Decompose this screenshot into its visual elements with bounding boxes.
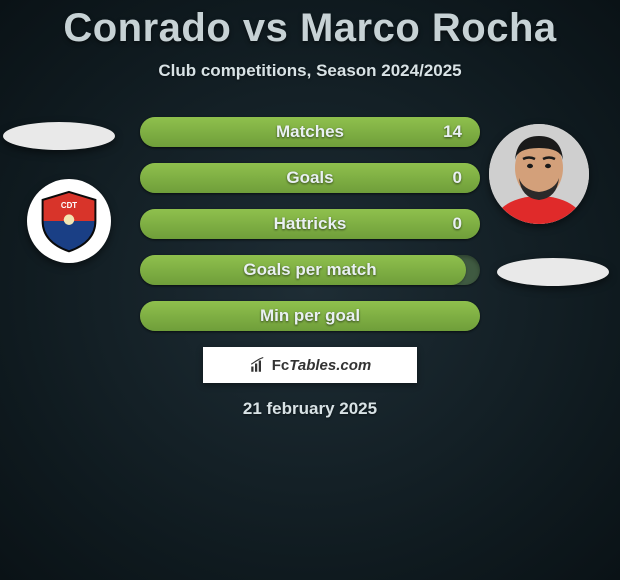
- bar-min-per-goal: Min per goal: [140, 301, 480, 331]
- watermark-prefix: Fc: [272, 357, 290, 374]
- subtitle: Club competitions, Season 2024/2025: [0, 61, 620, 81]
- chart-icon: [249, 356, 267, 374]
- page-title: Conrado vs Marco Rocha: [0, 0, 620, 51]
- club-badge-left: CDT: [27, 179, 111, 263]
- bar-value-right: 14: [443, 117, 462, 147]
- watermark-suffix: Tables.com: [289, 357, 371, 374]
- svg-text:CDT: CDT: [61, 201, 77, 210]
- player-right-avatar: [489, 124, 589, 224]
- bar-label: Goals per match: [140, 255, 480, 285]
- shield-icon: CDT: [36, 188, 102, 254]
- player-right-placeholder: [497, 258, 609, 286]
- bar-matches: Matches 14: [140, 117, 480, 147]
- bar-goals-per-match: Goals per match: [140, 255, 480, 285]
- avatar-icon: [489, 124, 589, 224]
- watermark: FcTables.com: [203, 347, 417, 383]
- bar-label: Goals: [140, 163, 480, 193]
- date-line: 21 february 2025: [0, 399, 620, 419]
- watermark-text: FcTables.com: [272, 357, 372, 374]
- bar-hattricks: Hattricks 0: [140, 209, 480, 239]
- bar-goals: Goals 0: [140, 163, 480, 193]
- bar-value-right: 0: [453, 163, 462, 193]
- bar-label: Matches: [140, 117, 480, 147]
- bar-label: Min per goal: [140, 301, 480, 331]
- bar-value-right: 0: [453, 209, 462, 239]
- bar-label: Hattricks: [140, 209, 480, 239]
- player-left-placeholder: [3, 122, 115, 150]
